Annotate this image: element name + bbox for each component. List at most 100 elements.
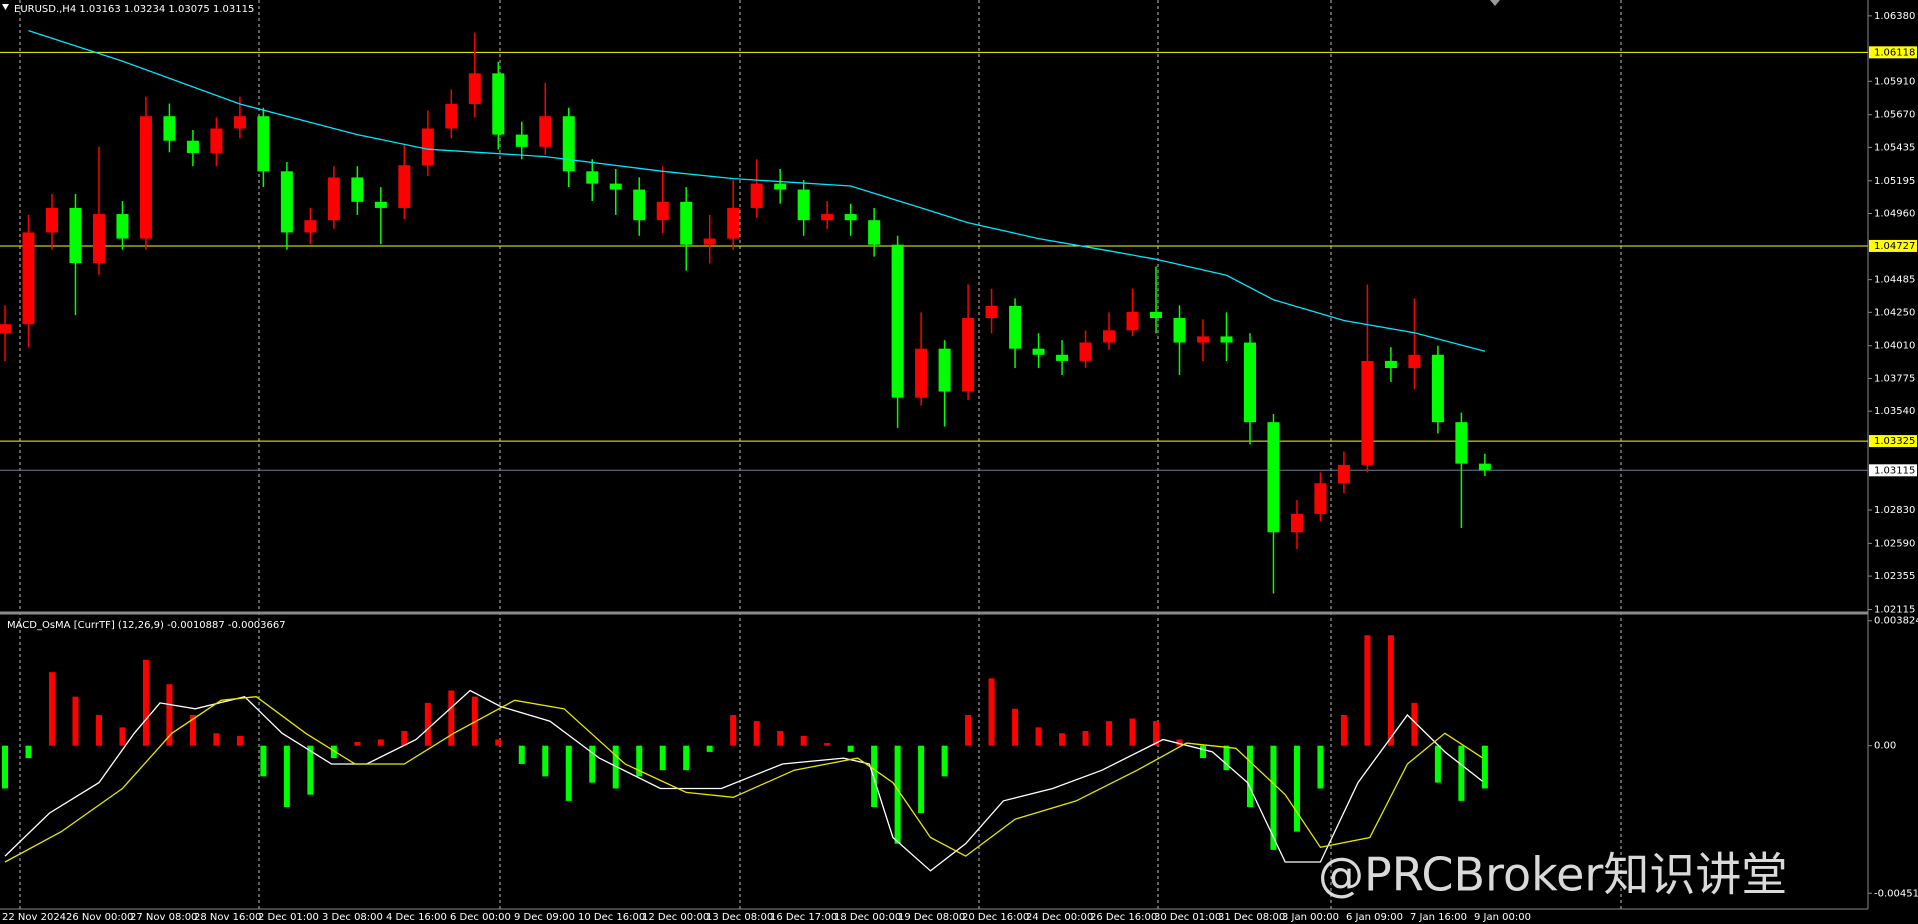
histogram-bar: [565, 745, 572, 801]
histogram-bar: [260, 745, 267, 777]
candle-body: [515, 134, 528, 147]
histogram-bar: [941, 745, 948, 777]
x-tick-label: 4 Dec 16:00: [386, 912, 447, 923]
candle-body: [1267, 422, 1280, 533]
candle-body: [116, 214, 129, 239]
candle-body: [1032, 348, 1045, 355]
histogram-bar: [307, 745, 314, 795]
candle-body: [797, 189, 810, 221]
histogram-bar: [1364, 635, 1371, 746]
chart-title: EURUSD.,H4 1.03163 1.03234 1.03075 1.031…: [14, 4, 254, 15]
histogram-bar: [495, 739, 502, 746]
histogram-bar: [894, 745, 901, 844]
y-tick-label: 1.05195: [1874, 176, 1915, 187]
candle-body: [0, 324, 11, 334]
x-tick-label: 19 Dec 08:00: [898, 912, 965, 923]
histogram-bar: [189, 714, 196, 746]
x-tick-label: 16 Dec 17:00: [770, 912, 837, 923]
y-tick-label: 0.0038243: [1874, 616, 1918, 627]
candle-body: [609, 183, 622, 190]
candle-body: [139, 116, 152, 239]
histogram-bar: [424, 702, 431, 746]
candle-body: [1431, 354, 1444, 423]
histogram-bar: [283, 745, 290, 808]
x-tick-label: 9 Dec 09:00: [514, 912, 575, 923]
histogram-bar: [72, 696, 79, 746]
histogram-bar: [330, 745, 337, 759]
watermark: @PRCBroker知识讲堂: [1318, 848, 1787, 902]
x-tick-label: 9 Jan 00:00: [1474, 912, 1531, 923]
chart-layer: 1.06380 1.05910 1.05670 1.05435 1.05195 1.049…: [0, 11, 1918, 923]
x-tick-label: 6 Jan 09:00: [1346, 912, 1403, 923]
histogram-bar: [1458, 745, 1465, 801]
candle-body: [821, 214, 834, 221]
y-tick-label: 1.02355: [1874, 571, 1915, 582]
histogram-bar: [377, 739, 384, 746]
candle-body: [539, 116, 552, 147]
y-tick-label: 1.04010: [1874, 341, 1915, 352]
histogram-bar: [518, 745, 525, 764]
histogram-bar: [48, 672, 55, 746]
histogram-bar: [730, 714, 737, 746]
candle-body: [210, 128, 223, 153]
histogram-bar: [25, 745, 32, 759]
histogram-bar: [236, 735, 243, 746]
candle-body: [280, 171, 293, 233]
candle-body: [398, 165, 411, 208]
candle-body: [374, 201, 387, 208]
x-tick-label: 6 Dec 00:00: [450, 912, 511, 923]
candle-body: [985, 305, 998, 319]
histogram-bar: [1199, 745, 1206, 759]
x-tick-label: 12 Dec 00:00: [642, 912, 709, 923]
indicator-title: MACD_OsMA [CurrTF] (12,26,9) -0.0010887 …: [7, 620, 286, 631]
histogram-bar: [1223, 745, 1230, 771]
candle-body: [468, 73, 481, 104]
candle-body: [868, 220, 881, 245]
candle-body: [1290, 513, 1303, 533]
candle-body: [656, 201, 669, 221]
histogram-bar: [1012, 708, 1019, 746]
y-tick-label: 1.02590: [1874, 538, 1915, 549]
candle-body: [1173, 318, 1186, 343]
x-tick-label: 3 Dec 08:00: [322, 912, 383, 923]
candle-body: [1196, 336, 1209, 343]
histogram-bar: [965, 714, 972, 746]
y-tick-label: 1.04250: [1874, 307, 1915, 318]
x-tick-label: 2 Dec 01:00: [258, 912, 319, 923]
y-tick-label: 0.00: [1874, 741, 1896, 752]
histogram-bar: [988, 678, 995, 746]
histogram-bar: [706, 745, 713, 752]
candle-body: [1361, 360, 1374, 465]
level-label: 1.04727: [1874, 241, 1915, 252]
y-tick-label: 1.04485: [1874, 275, 1915, 286]
x-tick-label: 24 Dec 00:00: [1026, 912, 1093, 923]
x-tick-label: 27 Nov 08:00: [130, 912, 197, 923]
current-price-label: 1.03115: [1874, 465, 1915, 476]
y-tick-label: 1.06380: [1874, 11, 1915, 22]
candle-body: [22, 232, 35, 325]
histogram-bar: [753, 721, 760, 746]
candle-body: [1126, 311, 1139, 331]
histogram-bar: [1387, 635, 1394, 746]
level-label-box: [1869, 239, 1917, 252]
x-tick-label: 22 Nov 2024: [2, 912, 66, 923]
x-tick-label: 30 Dec 01:00: [1154, 912, 1221, 923]
candle-body: [1243, 342, 1256, 423]
candle-body: [633, 189, 646, 221]
histogram-bar: [142, 659, 149, 746]
x-tick-label: 28 Nov 16:00: [194, 912, 261, 923]
y-tick-label: 1.03775: [1874, 373, 1915, 384]
x-tick-label: 10 Dec 16:00: [578, 912, 645, 923]
y-tick-label: 1.05435: [1874, 142, 1915, 153]
histogram-bar: [95, 714, 102, 746]
histogram-bar: [918, 745, 925, 813]
indicator-line: [4, 689, 1483, 872]
histogram-bar: [612, 745, 619, 789]
y-tick-label: 1.04960: [1874, 209, 1915, 220]
level-label: 1.06118: [1874, 47, 1915, 58]
y-tick-label: 1.05910: [1874, 76, 1915, 87]
histogram-bar: [213, 733, 220, 746]
histogram-bar: [1340, 714, 1347, 746]
